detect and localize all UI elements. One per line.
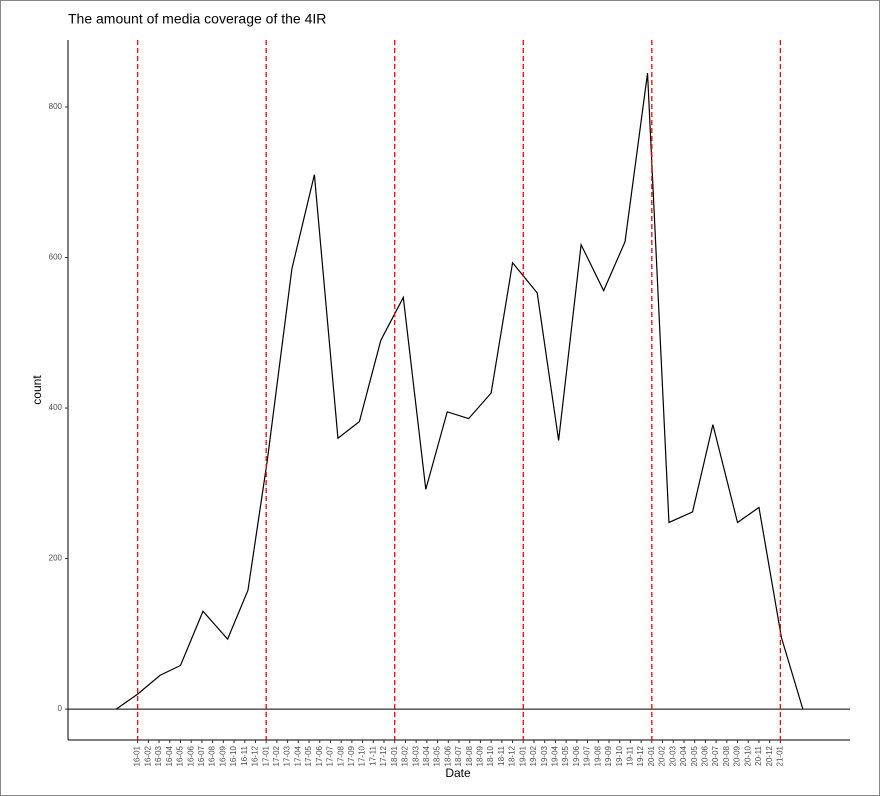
x-tick-label: 20-09 <box>733 745 742 766</box>
y-tick-label: 400 <box>49 403 63 412</box>
x-tick-label: 18-01 <box>390 745 399 766</box>
chart-title: The amount of media coverage of the 4IR <box>68 11 326 27</box>
x-tick-label: 20-08 <box>722 745 731 766</box>
x-tick-label: 20-12 <box>765 745 774 766</box>
x-tick-label: 19-04 <box>551 745 560 766</box>
x-tick-label: 16-08 <box>208 745 217 766</box>
x-tick-label: 20-11 <box>754 745 763 765</box>
x-tick-label: 17-09 <box>347 745 356 766</box>
x-tick-label: 19-07 <box>583 745 592 766</box>
x-tick-label: 20-06 <box>700 745 709 766</box>
x-axis-title: Date <box>445 766 471 780</box>
x-tick-label: 18-09 <box>476 745 485 766</box>
x-tick-label: 16-03 <box>154 745 163 766</box>
x-tick-label: 16-09 <box>218 745 227 766</box>
x-tick-label: 16-01 <box>133 745 142 766</box>
x-tick-label: 19-06 <box>572 745 581 766</box>
y-tick-label: 600 <box>49 253 63 262</box>
x-tick-label: 18-08 <box>465 745 474 766</box>
x-tick-label: 18-11 <box>497 745 506 765</box>
x-tick-label: 20-04 <box>679 745 688 766</box>
x-tick-label: 19-11 <box>626 745 635 765</box>
y-tick-label: 800 <box>49 102 63 111</box>
x-tick-label: 20-02 <box>658 745 667 766</box>
x-tick-label: 18-06 <box>443 745 452 766</box>
x-tick-label: 18-02 <box>401 745 410 766</box>
x-tick-label: 19-01 <box>518 745 527 766</box>
x-tick-label: 18-04 <box>422 745 431 766</box>
x-tick-label: 19-12 <box>636 745 645 766</box>
x-tick-label: 18-07 <box>454 745 463 766</box>
y-tick-label: 0 <box>58 704 63 713</box>
x-tick-label: 17-02 <box>272 745 281 766</box>
x-tick-label: 16-06 <box>186 745 195 766</box>
x-tick-label: 19-03 <box>540 745 549 766</box>
x-tick-label: 20-03 <box>668 745 677 766</box>
x-tick-label: 18-10 <box>486 745 495 766</box>
x-tick-label: 16-05 <box>176 745 185 766</box>
x-tick-label: 16-02 <box>143 745 152 766</box>
x-tick-label: 18-05 <box>433 745 442 766</box>
x-tick-label: 17-04 <box>293 745 302 766</box>
x-tick-label: 17-03 <box>283 745 292 766</box>
x-tick-label: 17-05 <box>304 745 313 766</box>
x-tick-label: 18-03 <box>411 745 420 766</box>
x-tick-label: 17-11 <box>368 745 377 765</box>
x-tick-label: 19-02 <box>529 745 538 766</box>
y-axis-title: count <box>30 375 44 405</box>
data-line <box>115 73 804 710</box>
x-tick-label: 17-06 <box>315 745 324 766</box>
x-tick-label: 19-09 <box>604 745 613 766</box>
x-tick-label: 16-11 <box>240 745 249 765</box>
y-tick-label: 200 <box>49 554 63 563</box>
x-tick-label: 18-12 <box>508 745 517 766</box>
x-tick-label: 21-01 <box>775 745 784 766</box>
x-tick-label: 20-01 <box>647 745 656 766</box>
x-tick-label: 19-10 <box>615 745 624 766</box>
x-tick-label: 19-08 <box>593 745 602 766</box>
x-tick-label: 20-07 <box>711 745 720 766</box>
x-tick-label: 19-05 <box>561 745 570 766</box>
x-tick-label: 17-10 <box>358 745 367 766</box>
x-tick-label: 16-07 <box>197 745 206 766</box>
x-tick-label: 20-10 <box>743 745 752 766</box>
x-tick-label: 17-07 <box>326 745 335 766</box>
x-tick-label: 17-12 <box>379 745 388 766</box>
x-tick-label: 17-01 <box>261 745 270 766</box>
x-tick-label: 16-12 <box>251 745 260 766</box>
x-tick-label: 20-05 <box>690 745 699 766</box>
x-tick-label: 17-08 <box>336 745 345 766</box>
x-tick-label: 16-10 <box>229 745 238 766</box>
x-tick-label: 16-04 <box>165 745 174 766</box>
